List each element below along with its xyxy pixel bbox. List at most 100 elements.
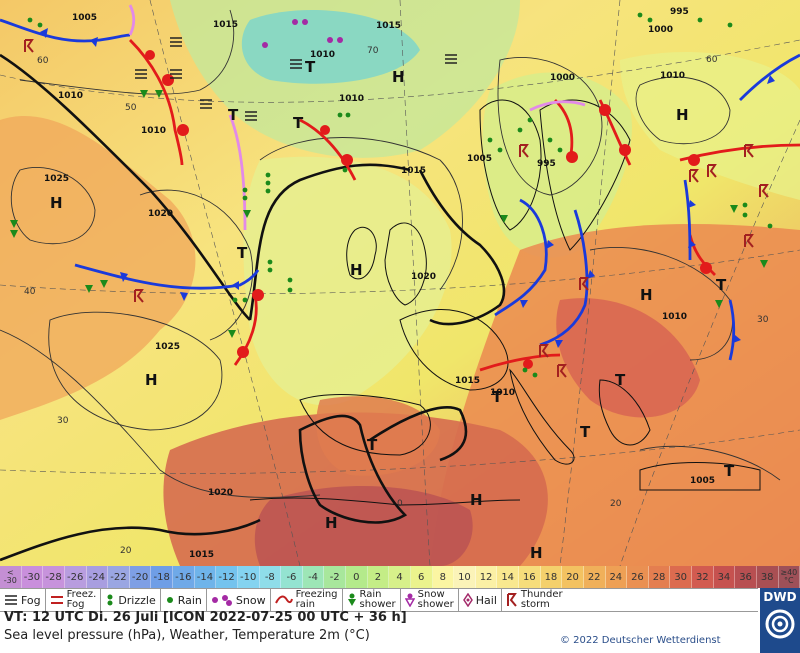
isotherm-label: 70	[367, 46, 379, 56]
isobar-label: 1025	[155, 342, 180, 352]
scale-cell: 20	[562, 566, 584, 588]
scale-cell: 32	[692, 566, 714, 588]
legend-snow-shower: Snow shower	[401, 589, 459, 611]
legend-freezing-rain: Freezing rain	[271, 589, 343, 611]
pressure-center: H	[325, 514, 338, 532]
scale-cell-text: -28	[45, 571, 62, 583]
isotherm-label: 20	[120, 546, 132, 556]
fog-icon	[5, 595, 17, 605]
legend-rain-shower-label-2: shower	[359, 599, 396, 610]
scale-cell-text: 26	[631, 571, 644, 583]
scale-cell-text: -24	[88, 571, 105, 583]
scale-cell: -28	[43, 566, 65, 588]
rain-icon	[166, 597, 173, 603]
pressure-center: H	[640, 286, 653, 304]
pressure-center: T	[615, 371, 626, 389]
isobar-label: 1010	[339, 94, 364, 104]
scale-cell-text: -8	[264, 571, 275, 583]
scale-cell-text: 2	[374, 571, 382, 583]
scale-cell: 4	[389, 566, 411, 588]
scale-cell-text: 16	[522, 571, 536, 583]
dwd-logo: DWD	[760, 588, 800, 653]
legend-hail-label: Hail	[475, 593, 497, 607]
scale-cell-text: 24	[609, 571, 623, 583]
scale-cell-text: 12	[479, 571, 493, 583]
greenland-cold-region	[241, 10, 420, 84]
scale-cell-text: 18	[544, 571, 558, 583]
isobar-label: 1020	[411, 272, 436, 282]
scale-cell: 14	[497, 566, 519, 588]
legend-freezing-fog-label-2: Fog	[66, 599, 85, 610]
pressure-center: H	[50, 194, 63, 212]
scale-cell-text: 34	[717, 571, 731, 583]
scale-cell: 26	[627, 566, 649, 588]
scale-cell: 18	[540, 566, 563, 588]
scale-cell: -30	[21, 566, 44, 588]
scale-max-cell: ≥40 °C	[778, 566, 800, 588]
thunderstorm-symbols	[24, 39, 769, 378]
legend-hail: Hail	[459, 589, 502, 611]
isotherm-label: 40	[24, 287, 36, 297]
scale-cell: -26	[64, 566, 87, 588]
isobar-label: 1015	[401, 166, 426, 176]
pressure-center: T	[367, 436, 378, 454]
scale-cell: 12	[475, 566, 498, 588]
scale-cell-text: 14	[501, 571, 515, 583]
scale-cell-text: -12	[218, 571, 235, 583]
temperature-scale: < -30 -30 -28 -26 -24 -22 -20 -18 -16 -14 -12 -10 -8-…	[0, 566, 800, 588]
scale-cell-text: 36	[739, 571, 752, 583]
scale-cell: -16	[173, 566, 195, 588]
pressure-center: T	[293, 114, 304, 132]
isobar-labels: 1005 1015 1000 995 1010 1015 1015 1020 1…	[44, 7, 715, 560]
scale-cell: 10	[454, 566, 476, 588]
pressure-center: H	[530, 544, 543, 562]
pressure-center: H	[470, 491, 483, 509]
hot-core-region	[556, 298, 700, 418]
pressure-center: T	[305, 58, 316, 76]
scale-cell-text: 6	[418, 571, 425, 583]
legend-freezing-fog-label-1: Freez.	[66, 589, 97, 600]
rain-shower-symbols	[10, 90, 768, 338]
scale-max-cell-text: °C	[784, 576, 794, 585]
freezing-fog-icon	[50, 596, 63, 604]
isobar-label: 1015	[455, 376, 480, 386]
scale-cell-text: -6	[286, 571, 297, 583]
legend-thunderstorm: Thunder storm	[502, 589, 567, 611]
pressure-center: T	[228, 106, 239, 124]
northeast-warm-region	[620, 51, 800, 200]
scale-cell: -18	[151, 566, 173, 588]
scale-cell-text: -4	[308, 571, 319, 583]
isobar-label: 1000	[648, 25, 673, 35]
rain-symbols	[27, 12, 773, 378]
legend-snow-label: Snow	[235, 593, 266, 607]
pressure-center: H	[676, 106, 689, 124]
isobar-label: 1010	[660, 71, 685, 81]
pressure-center: T	[716, 276, 727, 294]
pressure-center: H	[392, 68, 405, 86]
hail-icon	[462, 593, 473, 607]
scale-cell: -24	[86, 566, 109, 588]
scale-min-cell-text: -30	[3, 576, 17, 585]
scale-cell: -2	[324, 566, 346, 588]
snow-symbols	[262, 19, 343, 48]
scale-cell-text: 4	[396, 571, 403, 583]
scale-cell: -4	[302, 566, 325, 588]
scale-cell: -20	[129, 566, 152, 588]
pressure-center: T	[580, 423, 591, 441]
cold-front-symbols	[40, 28, 775, 348]
isobars-main	[0, 53, 506, 562]
scale-cell-text: 0	[353, 571, 360, 583]
isobar-label: 1005	[72, 13, 97, 23]
scale-cell: 22	[583, 566, 606, 588]
scale-max-cell-text: ≥40	[780, 568, 798, 577]
scale-cell-text: 38	[760, 571, 774, 583]
legend-drizzle: Drizzle	[101, 589, 161, 611]
scale-cell-text: -14	[196, 571, 214, 583]
legend-snow-shower-label-2: shower	[417, 599, 454, 610]
weather-map: H H H T H H H T T H T T H H T T T T T 10…	[0, 0, 800, 566]
isobar-label: 1015	[213, 20, 238, 30]
scale-cell: -12	[216, 566, 238, 588]
scale-cell: 34	[713, 566, 736, 588]
legend-rain: Rain	[161, 589, 207, 611]
copyright: © 2022 Deutscher Wetterdienst	[560, 635, 721, 646]
